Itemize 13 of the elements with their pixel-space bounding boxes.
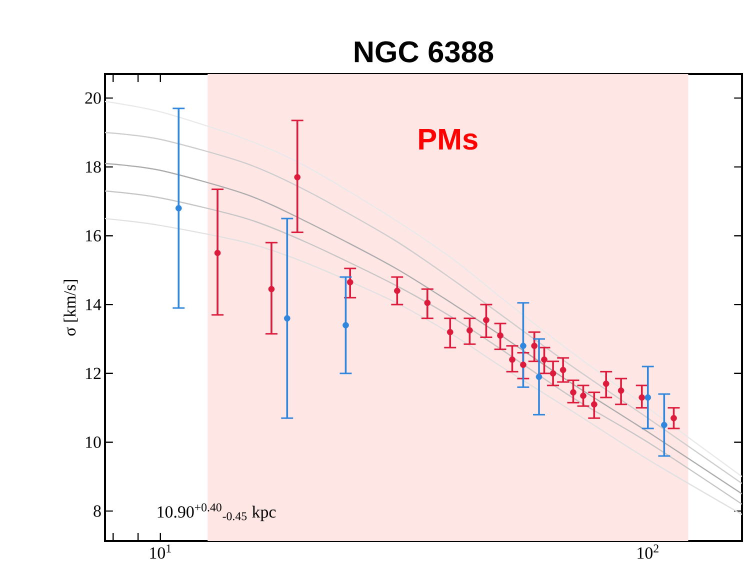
y-tick-label: 8: [94, 505, 101, 517]
band-label: PMs: [419, 128, 478, 150]
x-tick-label: 10$^{2}$: [638, 544, 658, 559]
y-tick-label: 12: [86, 368, 101, 380]
y-axis-title: σ [km/s]: [64, 280, 78, 336]
chart-title: NGC 6388: [354, 41, 494, 62]
y-tick-label: 18: [86, 161, 101, 173]
annotation: 10.90$^{+0.40}$$_{-0.45}$ kpc: [158, 503, 276, 522]
y-tick-label: 14: [86, 298, 102, 310]
x-tick-label: 10$^{1}$: [150, 544, 171, 559]
y-tick-label: 10: [86, 436, 101, 448]
y-tick-label: 20: [85, 92, 101, 104]
y-tick-label: 16: [86, 230, 101, 242]
